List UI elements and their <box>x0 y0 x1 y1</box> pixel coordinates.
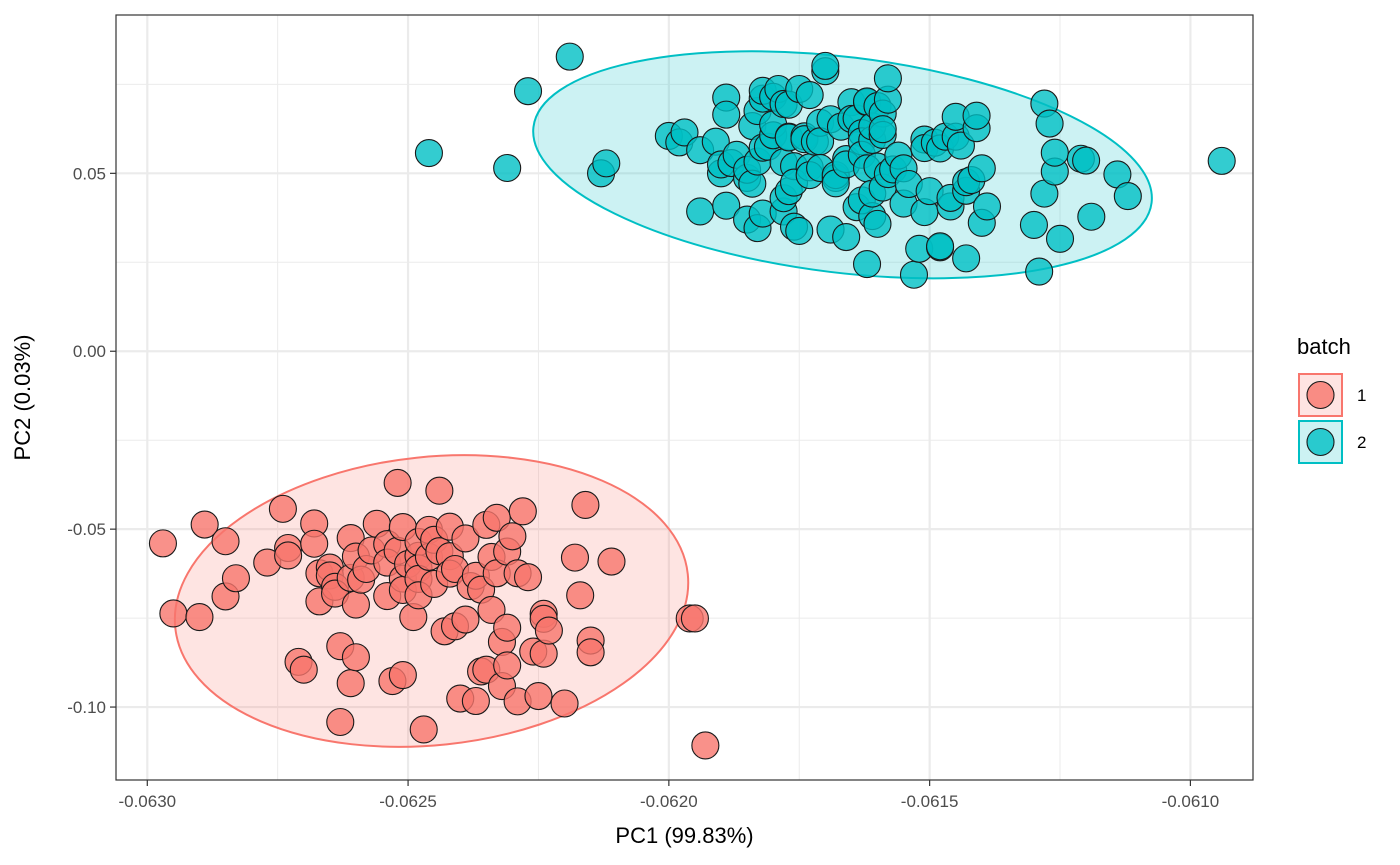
legend-label: 1 <box>1357 386 1366 405</box>
data-point-batch-1 <box>566 581 595 610</box>
legend-key-point <box>1306 380 1335 410</box>
legend-item-batch-2: 2 <box>1298 420 1366 464</box>
data-point-batch-2 <box>712 100 741 129</box>
data-point-batch-1 <box>680 604 709 633</box>
x-tick-label: -0.0615 <box>901 792 959 811</box>
data-point-batch-1 <box>524 681 553 711</box>
data-point-batch-2 <box>1019 210 1048 239</box>
data-point-batch-2 <box>555 42 584 71</box>
data-point-batch-2 <box>795 81 824 110</box>
data-point-batch-2 <box>785 216 814 246</box>
data-point-batch-1 <box>274 541 303 570</box>
data-point-batch-1 <box>529 639 558 668</box>
data-point-batch-1 <box>341 590 370 619</box>
data-point-batch-2 <box>1025 257 1054 286</box>
data-point-batch-2 <box>592 149 621 178</box>
x-tick-label: -0.0620 <box>640 792 698 811</box>
data-point-batch-2 <box>712 191 741 220</box>
data-point-batch-2 <box>1207 146 1236 175</box>
data-point-batch-1 <box>268 494 297 523</box>
data-point-batch-1 <box>300 529 329 558</box>
data-point-batch-2 <box>962 101 991 130</box>
data-point-batch-1 <box>508 497 537 526</box>
data-point-batch-1 <box>477 595 506 624</box>
data-point-batch-2 <box>868 115 897 144</box>
legend-title: batch <box>1297 334 1351 359</box>
data-point-batch-1 <box>571 490 600 520</box>
data-point-batch-1 <box>190 510 219 539</box>
data-point-batch-2 <box>967 154 996 183</box>
panel-border <box>115 14 1254 781</box>
legend-key-point <box>1306 427 1335 457</box>
data-points <box>148 42 1236 760</box>
data-point-batch-2 <box>686 197 715 226</box>
data-point-batch-2 <box>1072 146 1101 175</box>
data-point-batch-2 <box>1045 224 1075 253</box>
data-point-batch-2 <box>863 209 892 238</box>
data-point-batch-2 <box>513 77 543 106</box>
y-axis-title: PC2 (0.03%) <box>10 335 35 461</box>
data-point-batch-1 <box>211 527 240 556</box>
data-point-batch-2 <box>1113 182 1142 211</box>
legend-keys: 12 <box>1298 373 1366 464</box>
data-point-batch-1 <box>388 660 417 690</box>
legend: batch 12 <box>1297 334 1366 464</box>
data-point-batch-2 <box>1077 202 1106 231</box>
data-point-batch-2 <box>832 222 861 252</box>
series-batch-2 <box>414 42 1236 289</box>
x-axis-title: PC1 (99.83%) <box>615 823 753 848</box>
data-point-batch-1 <box>185 602 214 632</box>
data-point-batch-1 <box>451 605 480 634</box>
data-point-batch-1 <box>576 638 605 667</box>
y-axis-ticks: 0.05 0.00 -0.05 -0.10 <box>67 164 116 717</box>
data-point-batch-1 <box>326 707 355 737</box>
data-point-batch-1 <box>550 689 579 718</box>
data-point-batch-1 <box>498 522 527 551</box>
data-point-batch-1 <box>221 564 251 593</box>
data-point-batch-1 <box>493 613 522 642</box>
data-point-batch-1 <box>560 543 590 572</box>
data-point-batch-1 <box>493 651 522 680</box>
data-point-batch-1 <box>451 524 480 553</box>
data-point-batch-1 <box>159 599 188 628</box>
y-tick-label: -0.05 <box>67 520 106 539</box>
y-tick-label: -0.10 <box>67 698 106 717</box>
data-point-batch-1 <box>289 655 318 684</box>
data-point-batch-1 <box>597 547 626 576</box>
data-point-batch-1 <box>513 563 543 592</box>
data-point-batch-2 <box>493 153 522 183</box>
data-point-batch-2 <box>899 260 929 289</box>
data-point-batch-1 <box>148 529 177 558</box>
x-tick-label: -0.0610 <box>1162 792 1220 811</box>
data-point-batch-2 <box>1035 109 1064 138</box>
data-point-batch-1 <box>341 643 370 672</box>
x-axis-ticks: -0.0630 -0.0625 -0.0620 -0.0615 -0.0610 <box>118 780 1219 811</box>
legend-item-batch-1: 1 <box>1298 373 1366 417</box>
data-point-batch-2 <box>852 250 882 279</box>
x-tick-label: -0.0625 <box>379 792 437 811</box>
data-point-batch-1 <box>336 669 365 698</box>
data-point-batch-2 <box>952 244 981 273</box>
data-point-batch-1 <box>383 468 412 497</box>
data-point-batch-1 <box>425 476 454 505</box>
y-tick-label: 0.00 <box>73 342 106 361</box>
y-tick-label: 0.05 <box>73 164 106 183</box>
data-point-batch-1 <box>691 731 720 760</box>
data-point-batch-2 <box>926 232 955 261</box>
data-point-batch-2 <box>811 51 840 80</box>
data-point-batch-2 <box>414 139 443 168</box>
x-tick-label: -0.0630 <box>118 792 176 811</box>
data-point-batch-2 <box>670 118 699 147</box>
data-point-batch-2 <box>873 64 902 93</box>
data-point-batch-2 <box>972 192 1002 221</box>
data-point-batch-1 <box>409 715 438 744</box>
data-point-batch-1 <box>534 616 563 645</box>
data-point-batch-1 <box>461 686 490 716</box>
legend-label: 2 <box>1357 433 1366 452</box>
series-batch-1 <box>148 468 720 760</box>
data-point-batch-2 <box>1040 138 1069 167</box>
data-point-batch-1 <box>482 503 511 532</box>
